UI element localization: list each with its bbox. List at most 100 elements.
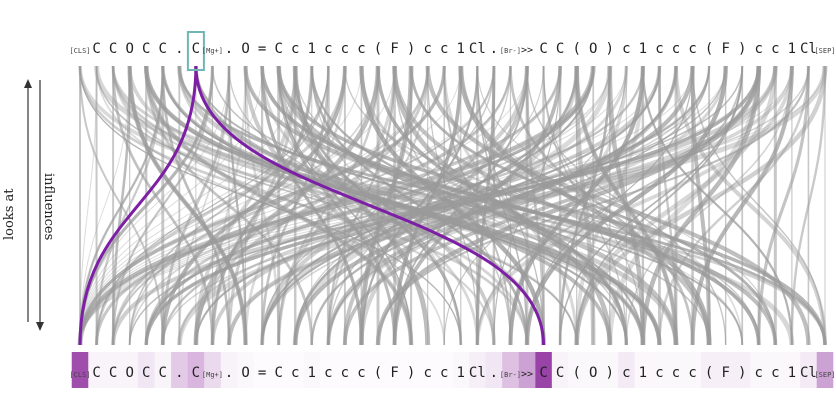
bottom-token[interactable]: F (390, 365, 398, 381)
top-token[interactable]: c (755, 41, 763, 57)
top-token[interactable]: [SEP] (814, 47, 835, 55)
bottom-token[interactable]: c (655, 365, 663, 381)
top-token[interactable]: C (142, 41, 150, 57)
bottom-token[interactable]: O (589, 365, 597, 381)
bottom-token[interactable]: C (159, 365, 167, 381)
bottom-token[interactable]: C (556, 365, 564, 381)
top-token[interactable]: [Br-] (500, 47, 521, 55)
attention-weight-cell (71, 352, 89, 388)
bottom-token[interactable]: c (341, 365, 349, 381)
attention-edge (112, 65, 495, 346)
top-token[interactable]: . (175, 41, 183, 57)
attention-edge (77, 65, 596, 346)
bottom-token[interactable]: c (324, 365, 332, 381)
bottom-token[interactable]: C (109, 365, 117, 381)
bottom-token[interactable]: ) (738, 365, 746, 381)
bottom-token[interactable]: >> (521, 369, 533, 380)
attention-edge (226, 65, 778, 346)
bottom-token[interactable]: 1 (639, 365, 647, 381)
top-token[interactable]: c (357, 41, 365, 57)
top-token[interactable]: F (721, 41, 729, 57)
bottom-token[interactable]: c (440, 365, 448, 381)
bottom-token[interactable]: c (755, 365, 763, 381)
bottom-token[interactable]: C (142, 365, 150, 381)
bottom-token[interactable]: c (357, 365, 365, 381)
attention-edge (128, 65, 247, 346)
top-token[interactable]: 1 (639, 41, 647, 57)
top-token[interactable]: Cl (800, 41, 817, 57)
top-token[interactable]: c (423, 41, 431, 57)
bottom-token[interactable]: c (423, 365, 431, 381)
top-token[interactable]: C (192, 41, 200, 57)
top-token[interactable]: c (655, 41, 663, 57)
attention-edge (145, 65, 611, 346)
top-token[interactable]: O (241, 41, 249, 57)
bottom-token[interactable]: . (490, 365, 498, 381)
bottom-token[interactable]: 1 (457, 365, 465, 381)
top-token[interactable]: c (771, 41, 779, 57)
top-token[interactable]: 1 (788, 41, 796, 57)
top-token[interactable]: c (672, 41, 680, 57)
top-token[interactable]: ) (606, 41, 614, 57)
top-token[interactable]: c (324, 41, 332, 57)
top-token[interactable]: c (622, 41, 630, 57)
bottom-token[interactable]: . (175, 365, 183, 381)
top-token[interactable]: ) (407, 41, 415, 57)
top-token[interactable]: >> (521, 45, 533, 56)
top-token[interactable]: [Mg+] (202, 47, 223, 55)
top-token[interactable]: O (589, 41, 597, 57)
bottom-token[interactable]: F (721, 365, 729, 381)
top-token[interactable]: 1 (457, 41, 465, 57)
bottom-token[interactable]: c (622, 365, 630, 381)
top-token[interactable]: c (341, 41, 349, 57)
bottom-token[interactable]: [Br-] (500, 371, 521, 379)
attention-edge (261, 65, 495, 346)
bottom-token[interactable]: 1 (308, 365, 316, 381)
bottom-token[interactable]: c (688, 365, 696, 381)
bottom-token[interactable]: ) (606, 365, 614, 381)
top-token[interactable]: C (92, 41, 100, 57)
top-token[interactable]: Cl (469, 41, 486, 57)
bottom-token[interactable]: Cl (800, 365, 817, 381)
bottom-token[interactable]: [SEP] (814, 371, 835, 379)
top-token[interactable]: c (291, 41, 299, 57)
bottom-token[interactable]: C (192, 365, 200, 381)
top-token[interactable]: c (440, 41, 448, 57)
bottom-token[interactable]: c (672, 365, 680, 381)
bottom-token[interactable]: [Mg+] (202, 371, 223, 379)
top-token[interactable]: ( (572, 41, 580, 57)
bottom-token[interactable]: ( (705, 365, 713, 381)
top-token[interactable]: . (225, 41, 233, 57)
bottom-token[interactable]: c (771, 365, 779, 381)
bottom-token[interactable]: Cl (469, 365, 486, 381)
top-token[interactable]: . (490, 41, 498, 57)
bottom-token[interactable]: O (125, 365, 133, 381)
bottom-token[interactable]: c (291, 365, 299, 381)
bottom-token[interactable]: ) (407, 365, 415, 381)
bottom-token[interactable]: [CLS] (69, 371, 90, 379)
top-token[interactable]: C (274, 41, 282, 57)
bottom-token[interactable]: C (92, 365, 100, 381)
top-token[interactable]: 1 (308, 41, 316, 57)
top-token[interactable]: ) (738, 41, 746, 57)
top-token[interactable]: = (258, 41, 266, 57)
top-token[interactable]: [CLS] (69, 47, 90, 55)
bottom-token[interactable]: 1 (788, 365, 796, 381)
bottom-token[interactable]: C (274, 365, 282, 381)
top-token[interactable]: ( (374, 41, 382, 57)
bottom-token[interactable]: = (258, 365, 266, 381)
top-token[interactable]: C (109, 41, 117, 57)
bottom-token[interactable]: C (539, 365, 547, 381)
bottom-token[interactable]: O (241, 365, 249, 381)
bottom-token[interactable]: . (225, 365, 233, 381)
bottom-token[interactable]: ( (374, 365, 382, 381)
top-token[interactable]: C (539, 41, 547, 57)
top-token[interactable]: C (556, 41, 564, 57)
top-token[interactable]: C (159, 41, 167, 57)
top-token[interactable]: c (688, 41, 696, 57)
top-token[interactable]: O (125, 41, 133, 57)
top-token[interactable]: F (390, 41, 398, 57)
bottom-token[interactable]: ( (572, 365, 580, 381)
top-token[interactable]: ( (705, 41, 713, 57)
